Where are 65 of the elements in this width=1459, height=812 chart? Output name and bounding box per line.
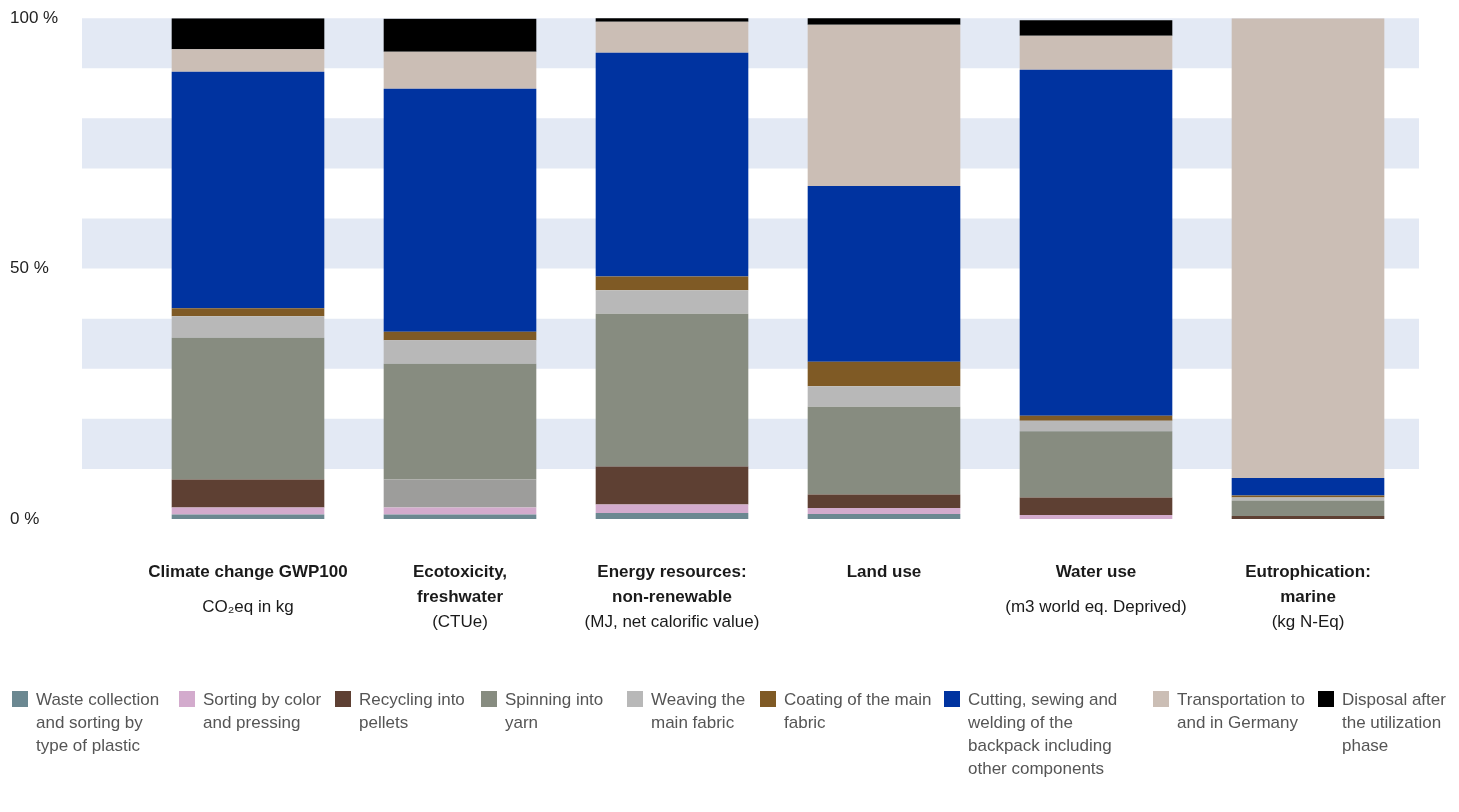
bar	[383, 363, 537, 480]
legend-label: Waste collection and sorting by type of plastic	[36, 689, 161, 757]
legend-label: Cutting, sewing and welding of the backpack including other components	[968, 689, 1119, 780]
x-tick-label: Eutrophication: marine (kg N-Eq)	[1245, 561, 1371, 631]
bar	[1019, 431, 1173, 498]
bar	[595, 52, 749, 277]
bar	[1019, 69, 1173, 416]
bar	[171, 479, 325, 508]
bar	[1019, 514, 1173, 519]
bar	[807, 185, 961, 362]
y-tick-label: 50 %	[10, 258, 49, 278]
x-tick-label: Water use (m3 world eq. Deprived)	[1005, 561, 1187, 616]
bar	[1019, 20, 1173, 36]
bar	[595, 21, 749, 53]
bar	[807, 24, 961, 186]
bar	[1019, 497, 1173, 515]
bar	[1231, 18, 1385, 478]
bar	[807, 494, 961, 508]
bar	[807, 513, 961, 519]
bar	[1019, 415, 1173, 421]
legend-label: Weaving the main fabric	[651, 689, 747, 734]
legend-label: Transportation to and in Germany	[1177, 689, 1306, 734]
bar	[807, 386, 961, 407]
x-tick-label: Climate change GWP100 CO₂eq in kg	[148, 561, 348, 616]
bar	[383, 331, 537, 341]
legend-label: Spinning into yarn	[505, 689, 605, 734]
legend-label: Recycling into pellets	[359, 689, 466, 734]
bar	[1019, 420, 1173, 432]
x-tick-label: Ecotoxicity, freshwater (CTUe)	[412, 561, 508, 631]
bar	[383, 479, 537, 508]
bar	[1231, 500, 1385, 516]
bar	[1019, 35, 1173, 70]
y-tick-label: 0 %	[10, 508, 40, 528]
bar	[171, 507, 325, 515]
bar	[383, 51, 537, 89]
legend-label: Coating of the main fabric	[784, 689, 933, 734]
x-tick-label: Energy resources: non-renewable (MJ, net calorific value)	[584, 561, 760, 631]
bar	[171, 337, 325, 480]
y-tick-label: 100 %	[10, 7, 59, 27]
bar	[383, 340, 537, 364]
bar	[595, 504, 749, 513]
bar	[595, 466, 749, 505]
bar	[383, 18, 537, 52]
bar	[383, 88, 537, 332]
bar	[171, 514, 325, 519]
bar	[383, 507, 537, 515]
bar	[1231, 516, 1385, 519]
bar	[171, 18, 325, 50]
bar	[595, 512, 749, 519]
bar	[595, 313, 749, 467]
legend-label: Disposal after the utilization phase	[1342, 689, 1447, 757]
bar	[807, 507, 961, 514]
bar	[807, 406, 961, 495]
bar	[595, 290, 749, 314]
legend-label: Sorting by color and pressing	[203, 689, 323, 734]
bar	[807, 18, 961, 25]
bar	[171, 71, 325, 309]
bar	[1231, 477, 1385, 496]
bar	[171, 308, 325, 317]
bar	[807, 361, 961, 387]
x-tick-label: Land use	[846, 561, 922, 581]
bar	[383, 514, 537, 519]
bar	[171, 49, 325, 72]
bar	[171, 316, 325, 338]
bar	[595, 276, 749, 291]
